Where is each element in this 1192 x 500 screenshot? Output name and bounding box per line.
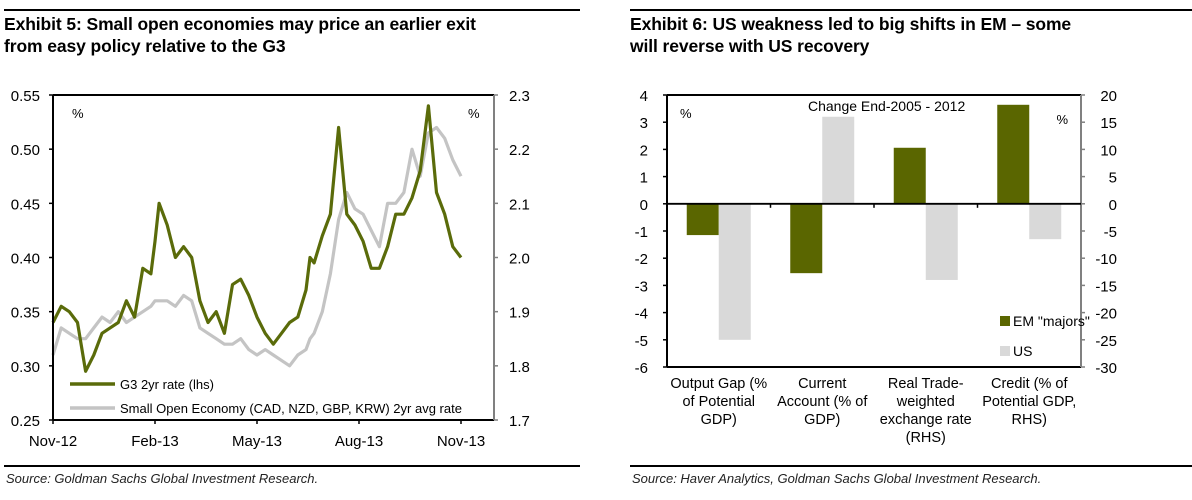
exhibit-5-source: Source: Goldman Sachs Global Investment … [6, 471, 319, 486]
x-category-label: Account (% of [777, 394, 868, 410]
bottom-rule [4, 465, 580, 467]
x-category-label: exchange rate [880, 412, 972, 428]
x-tick-label: Nov-13 [437, 433, 485, 450]
x-category-label: (RHS) [906, 430, 946, 446]
bar-us [822, 116, 855, 204]
legend-swatch-us [1000, 346, 1010, 356]
x-tick-label: Feb-13 [131, 433, 179, 450]
y-left-unit-label: % [72, 106, 84, 121]
y-right-tick-label: 1.7 [509, 413, 530, 430]
y-right-tick-label: -5 [1104, 224, 1117, 241]
y-left-tick-label: 0.25 [11, 413, 40, 430]
y-right-tick-label: -10 [1095, 251, 1117, 268]
bar-em-majors [997, 104, 1030, 204]
y-left-tick-label: -1 [635, 224, 648, 241]
y-left-tick-label: 0.45 [11, 196, 40, 213]
exhibit-6-source: Source: Haver Analytics, Goldman Sachs G… [632, 471, 1042, 486]
chart-annotation: Change End-2005 - 2012 [808, 98, 965, 114]
y-right-tick-label: -25 [1095, 333, 1117, 350]
exhibit-5-title-line-1: Exhibit 5: Small open economies may pric… [4, 14, 476, 34]
bar-em-majors [686, 203, 719, 236]
y-left-tick-label: 0.35 [11, 305, 40, 322]
top-rule [630, 9, 1192, 11]
legend-swatch-em-majors [1000, 316, 1010, 326]
exhibit-6-title-line-1: Exhibit 6: US weakness led to big shifts… [630, 14, 1072, 34]
bar-em-majors [893, 147, 926, 204]
y-right-tick-label: 0 [1109, 197, 1117, 214]
bar-chart: Output Gap (% of Potential GDP) Current Acco… [635, 88, 1117, 446]
y-left-tick-label: 0.40 [11, 251, 40, 268]
bar-us [1029, 203, 1062, 240]
x-category-label: Real Trade- [888, 376, 964, 392]
exhibit-6-panel: Exhibit 6: US weakness led to big shifts… [626, 0, 1192, 500]
legend-label-us: US [1013, 343, 1032, 359]
y-left-tick-label: -6 [635, 360, 648, 377]
y-left-tick-label: -4 [635, 306, 648, 323]
x-category-label: GDP) [701, 412, 737, 428]
y-left-tick-label: 0.55 [11, 88, 40, 105]
y-right-unit-label: % [1056, 112, 1068, 127]
y-right-tick-label: 20 [1100, 88, 1117, 105]
x-category-label: weighted [896, 394, 955, 410]
x-category-label: Credit (% of [991, 376, 1069, 392]
y-left-tick-label: -5 [635, 333, 648, 350]
legend-label-g3: G3 2yr rate (lhs) [120, 377, 214, 392]
x-tick-label: May-13 [232, 433, 282, 450]
x-category-label: GDP) [804, 412, 840, 428]
y-right-tick-label: -15 [1095, 278, 1117, 295]
x-category-label: of Potential [682, 394, 755, 410]
y-left-tick-label: 3 [640, 115, 648, 132]
y-left-tick-label: 0.50 [11, 142, 40, 159]
y-right-tick-label: 1.8 [509, 359, 530, 376]
y-right-tick-label: 2.2 [509, 142, 530, 159]
exhibit-5-title-line-2: from easy policy relative to the G3 [4, 36, 286, 56]
x-tick-label: Nov-12 [29, 433, 77, 450]
y-right-unit-label: % [468, 106, 480, 121]
bar-us [718, 203, 751, 340]
y-right-tick-label: 2.1 [509, 196, 530, 213]
series-line-g3 [51, 104, 463, 373]
y-left-tick-label: -3 [635, 278, 648, 295]
y-left-tick-label: 4 [640, 88, 648, 105]
y-left-tick-label: 1 [640, 170, 648, 187]
y-left-tick-label: 0.30 [11, 359, 40, 376]
y-left-tick-label: 2 [640, 142, 648, 159]
y-right-tick-label: 2.3 [509, 88, 530, 105]
exhibit-6-title: Exhibit 6: US weakness led to big shifts… [630, 13, 1192, 57]
top-rule [4, 9, 580, 11]
exhibit-5-panel: Exhibit 5: Small open economies may pric… [0, 0, 580, 500]
x-category-label: Current [798, 376, 846, 392]
series-line-soe [51, 125, 463, 368]
y-right-tick-label: 2.0 [509, 251, 530, 268]
x-tick-label: Aug-13 [335, 433, 383, 450]
y-left-unit-label: % [680, 106, 692, 121]
y-right-tick-label: -20 [1095, 306, 1117, 323]
exhibit-6-title-line-2: will reverse with US recovery [630, 36, 870, 56]
bottom-rule [630, 465, 1192, 467]
x-category-label: Output Gap (% [670, 376, 767, 392]
y-left-tick-label: 0 [640, 197, 648, 214]
y-right-tick-label: 15 [1100, 115, 1117, 132]
y-right-tick-label: 1.9 [509, 305, 530, 322]
legend-label-em-majors: EM "majors" [1013, 313, 1090, 329]
x-category-label: Potential GDP, [982, 394, 1076, 410]
bar-us [925, 203, 958, 280]
y-right-tick-label: 5 [1109, 170, 1117, 187]
line-chart: 0.25 0.30 0.35 0.40 0.45 0.50 0.55 1.7 1.8 1.9 2.0… [11, 88, 530, 450]
x-category-label: RHS) [1012, 412, 1047, 428]
y-left-tick-label: -2 [635, 251, 648, 268]
bar-em-majors [790, 203, 823, 274]
y-right-tick-label: 10 [1100, 142, 1117, 159]
y-right-tick-label: -30 [1095, 360, 1117, 377]
legend-label-soe: Small Open Economy (CAD, NZD, GBP, KRW) … [120, 401, 462, 416]
exhibit-5-title: Exhibit 5: Small open economies may pric… [4, 13, 580, 57]
